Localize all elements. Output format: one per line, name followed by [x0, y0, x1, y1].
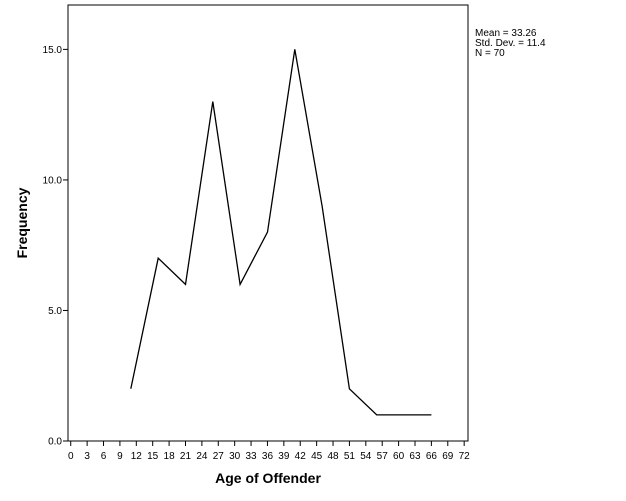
- y-axis: 0.0 5.0 10.0 15.0: [43, 45, 68, 448]
- x-tick-label-3: 9: [117, 451, 123, 462]
- y-axis-title: Frequency: [14, 187, 30, 258]
- x-tick-label-16: 48: [327, 451, 339, 462]
- x-tick-label-23: 69: [442, 451, 454, 462]
- x-tick-label-4: 12: [131, 451, 143, 462]
- series-line-0: [130, 49, 432, 416]
- stats-n: N = 70: [475, 48, 505, 59]
- x-tick-label-17: 51: [344, 451, 356, 462]
- y-tick-label-1: 5.0: [48, 306, 62, 317]
- y-tick-label-3: 15.0: [43, 45, 63, 56]
- stats-mean: Mean = 33.26: [475, 28, 537, 39]
- x-tick-label-14: 42: [295, 451, 307, 462]
- y-tick-label-0: 0.0: [48, 437, 62, 448]
- x-tick-label-19: 57: [377, 451, 389, 462]
- x-tick-label-10: 30: [229, 451, 241, 462]
- stats-std-dev: Std. Dev. = 11.4: [475, 38, 546, 49]
- x-tick-label-11: 33: [245, 451, 257, 462]
- x-axis-title: Age of Offender: [215, 470, 321, 486]
- x-tick-label-21: 63: [409, 451, 421, 462]
- y-tick-label-2: 10.0: [43, 175, 63, 186]
- x-tick-label-9: 27: [213, 451, 225, 462]
- x-tick-label-1: 3: [84, 451, 90, 462]
- x-tick-label-12: 36: [262, 451, 274, 462]
- series-layer: [130, 49, 432, 416]
- x-tick-label-20: 60: [393, 451, 405, 462]
- x-tick-label-7: 21: [180, 451, 192, 462]
- plot-frame: [67, 4, 469, 442]
- x-tick-label-0: 0: [68, 451, 74, 462]
- x-tick-label-15: 45: [311, 451, 323, 462]
- x-tick-label-8: 24: [196, 451, 208, 462]
- x-tick-label-6: 18: [164, 451, 176, 462]
- x-tick-label-18: 54: [360, 451, 372, 462]
- x-tick-label-13: 39: [278, 451, 290, 462]
- x-tick-label-5: 15: [147, 451, 159, 462]
- x-axis: 0 3 6 9 12 15 18 21 24 27 30 33 36 39 42 45 48 51 54 57 60 63…: [68, 441, 470, 462]
- x-tick-label-2: 6: [101, 451, 107, 462]
- x-tick-label-24: 72: [459, 451, 471, 462]
- x-tick-label-22: 66: [426, 451, 438, 462]
